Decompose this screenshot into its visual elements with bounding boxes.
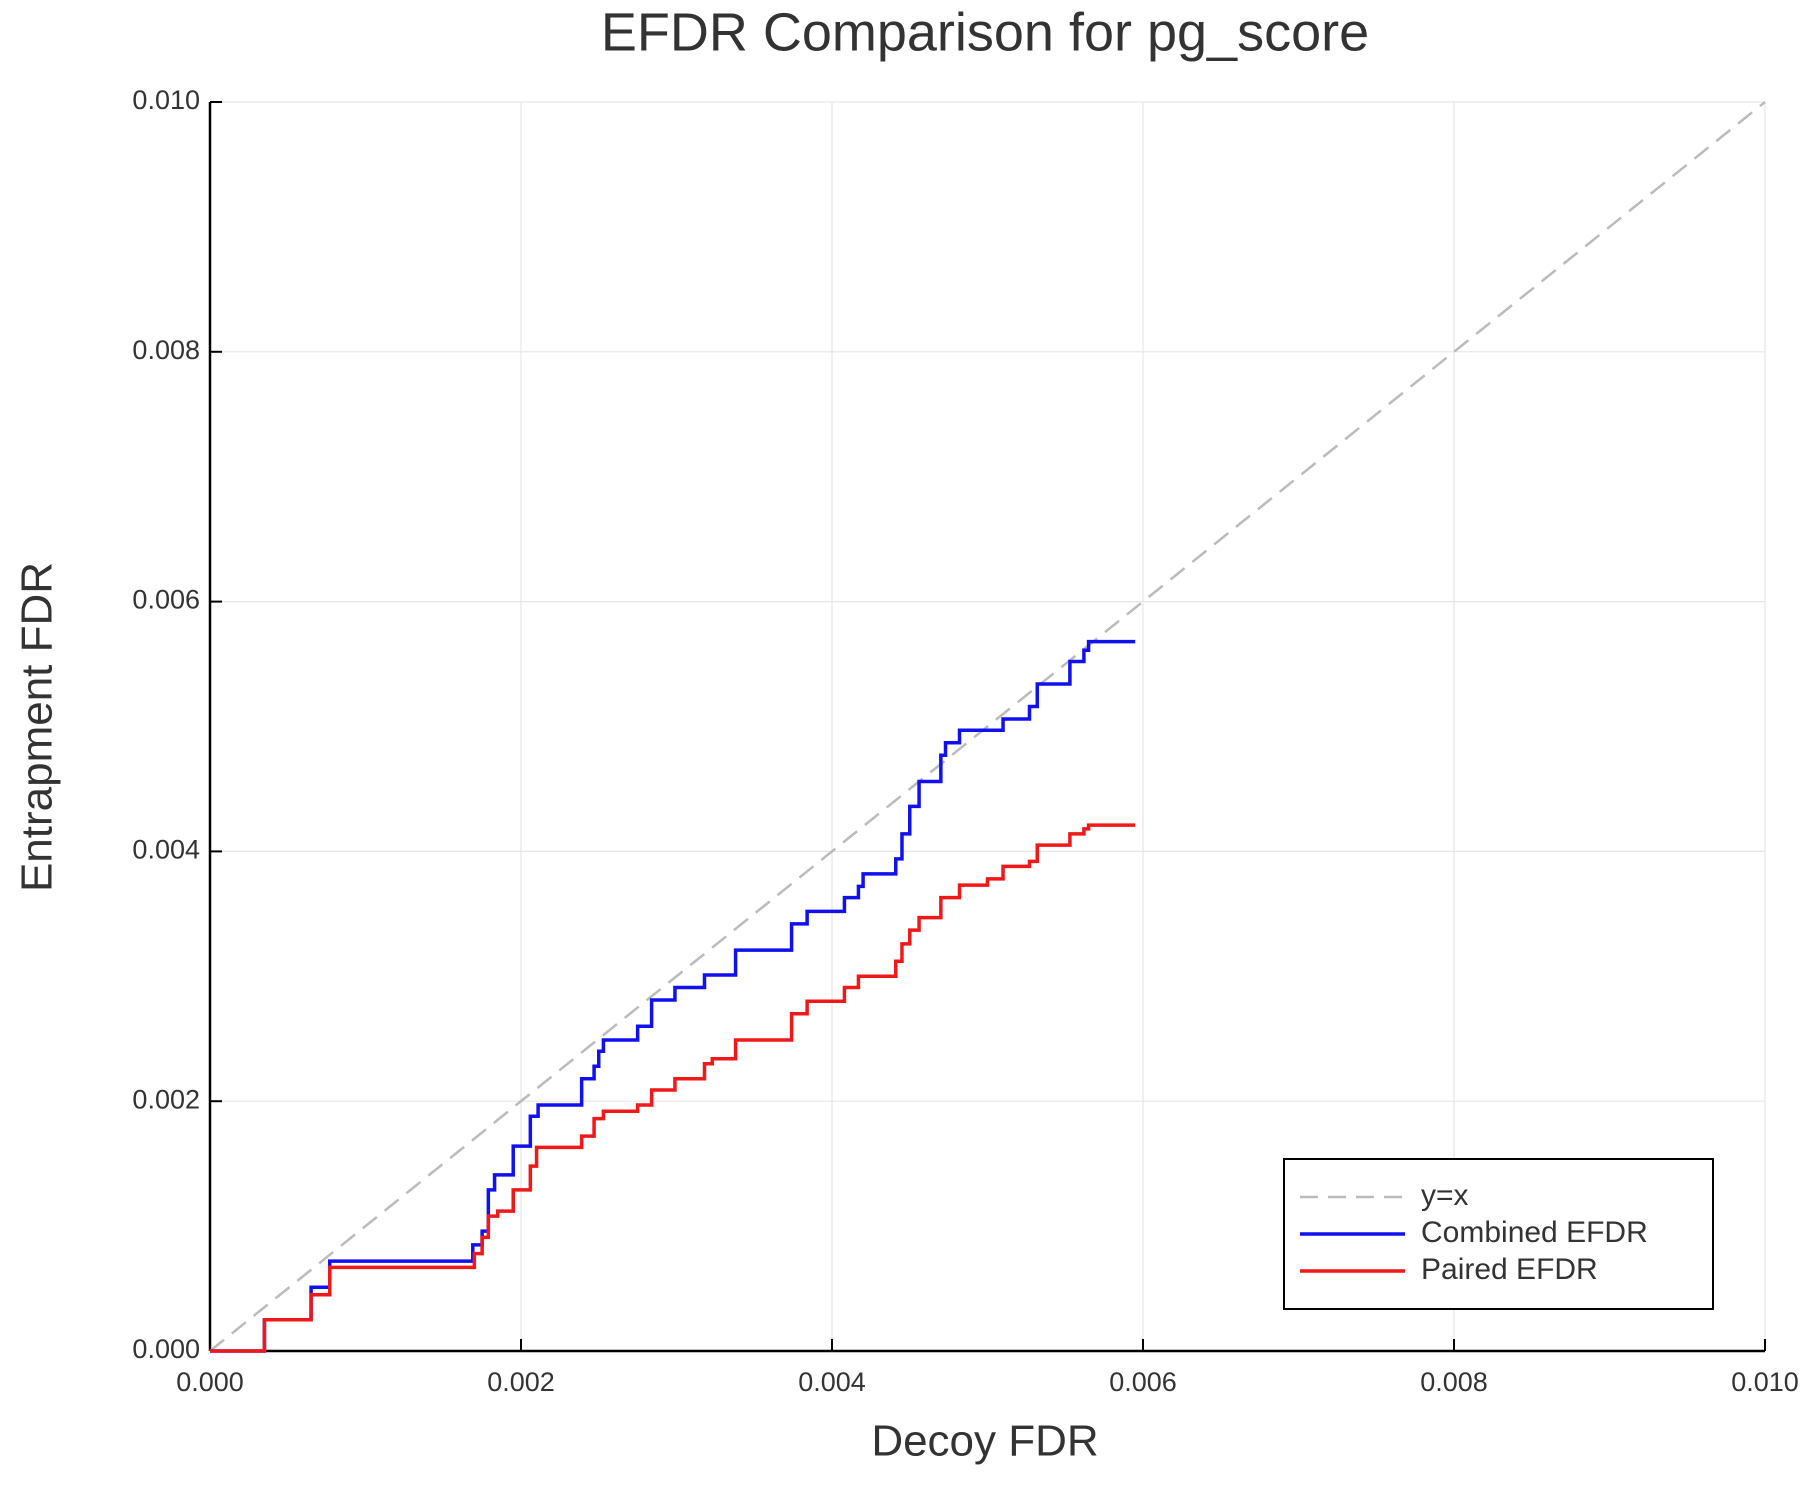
series-line (209, 101, 1766, 1352)
y-tick-label: 0.008 (132, 335, 200, 365)
series-line (210, 823, 1136, 1353)
x-tick-label: 0.010 (1731, 1367, 1799, 1397)
legend-label: y=x (1421, 1179, 1469, 1212)
y-tick-label: 0.010 (132, 85, 200, 115)
y-tick-label: 0.002 (132, 1084, 200, 1114)
y-tick-label: 0.000 (132, 1334, 200, 1364)
x-tick-label: 0.002 (487, 1367, 555, 1397)
x-tick-label: 0.006 (1109, 1367, 1177, 1397)
x-axis-label: Decoy FDR (871, 1417, 1098, 1466)
y-tick-label: 0.006 (132, 585, 200, 615)
series-line (210, 639, 1136, 1353)
legend-label: Paired EFDR (1421, 1253, 1598, 1286)
x-tick-label: 0.004 (798, 1367, 866, 1397)
y-axis-label: Entrapment FDR (13, 562, 62, 892)
chart-title: EFDR Comparison for pg_score (601, 2, 1369, 62)
x-tick-label: 0.000 (176, 1367, 244, 1397)
x-tick-label: 0.008 (1420, 1367, 1488, 1397)
legend-label: Combined EFDR (1421, 1216, 1648, 1249)
y-tick-label: 0.004 (132, 835, 200, 865)
